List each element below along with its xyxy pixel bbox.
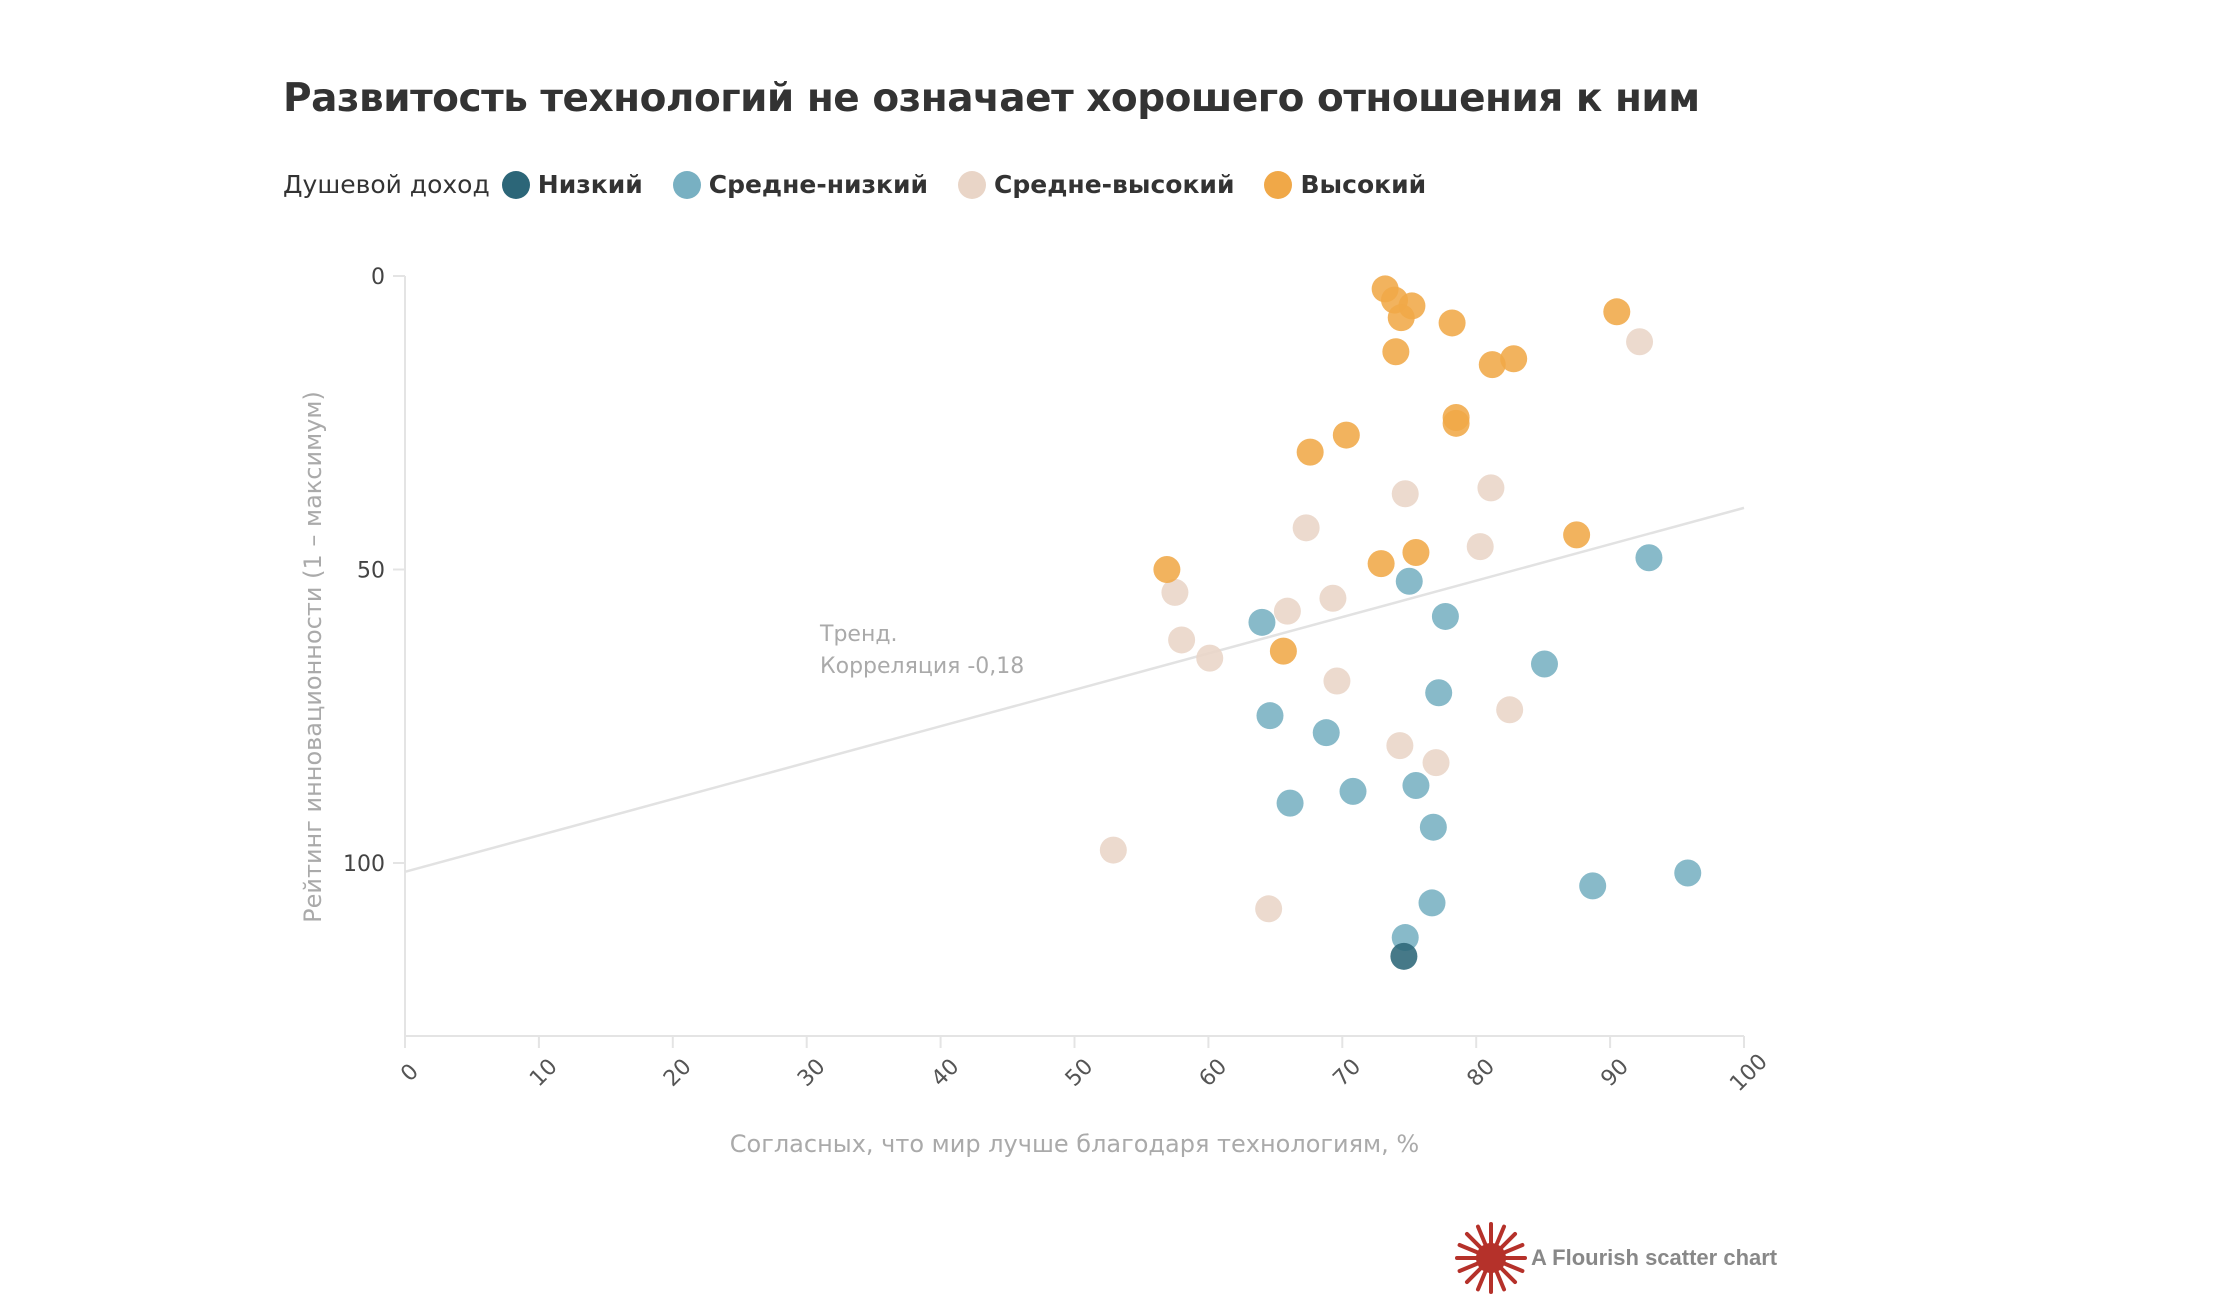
data-point-upper-middle <box>1466 533 1494 561</box>
data-point-high <box>1603 298 1631 326</box>
data-point-low <box>1390 942 1418 970</box>
data-point-upper-middle <box>1292 514 1320 542</box>
legend-title: Душевой доход <box>283 170 490 199</box>
data-point-upper-middle <box>1391 480 1419 508</box>
data-point-high <box>1382 338 1410 366</box>
chart-title: Развитость технологий не означает хороше… <box>283 76 1700 121</box>
trend-annotation-line2: Корреляция -0,18 <box>820 654 1024 679</box>
legend-swatch-lower-middle <box>672 170 701 199</box>
data-point-lower-middle <box>1579 872 1607 900</box>
data-point-high <box>1438 309 1466 337</box>
data-point-upper-middle <box>1168 626 1196 654</box>
data-point-high <box>1442 409 1470 437</box>
data-point-high <box>1153 556 1181 583</box>
data-point-lower-middle <box>1419 813 1447 841</box>
data-point-upper-middle <box>1323 667 1351 695</box>
legend-item-high[interactable]: Высокий <box>1264 170 1426 199</box>
data-point-high <box>1500 345 1528 373</box>
data-point-high <box>1296 438 1324 466</box>
x-tick-label: 70 <box>1329 1054 1366 1091</box>
data-point-high <box>1563 521 1591 549</box>
data-point-lower-middle <box>1418 889 1446 917</box>
legend-label-lower-middle: Средне-низкий <box>708 170 929 199</box>
data-point-lower-middle <box>1674 859 1702 887</box>
data-point-upper-middle <box>1196 644 1224 672</box>
logo-core <box>1476 1243 1506 1273</box>
data-point-high <box>1332 421 1360 449</box>
x-tick-label: 100 <box>1725 1049 1772 1096</box>
data-point-high <box>1269 637 1297 665</box>
data-point-lower-middle <box>1256 702 1284 730</box>
y-tick-label: 100 <box>343 852 385 877</box>
legend-swatch-high <box>1264 170 1293 199</box>
data-point-lower-middle <box>1276 789 1304 817</box>
data-point-lower-middle <box>1530 650 1558 678</box>
data-point-high <box>1402 538 1430 566</box>
x-tick-label: 10 <box>525 1054 562 1091</box>
y-tick-label: 50 <box>357 559 385 584</box>
x-tick-label: 50 <box>1061 1054 1098 1091</box>
data-point-lower-middle <box>1431 602 1459 630</box>
x-tick-label: 40 <box>927 1054 964 1091</box>
y-axis-label: Рейтинг инновационности (1 – максимум) <box>299 391 327 923</box>
data-point-lower-middle <box>1312 719 1340 747</box>
x-axis-label: Согласных, что мир лучше благодаря техно… <box>730 1130 1419 1158</box>
data-point-upper-middle <box>1477 474 1505 502</box>
data-point-upper-middle <box>1255 895 1283 923</box>
data-point-upper-middle <box>1496 696 1524 724</box>
data-point-high <box>1478 351 1506 379</box>
legend: Душевой доход Низкий Средне-низкий Средн… <box>283 170 1456 199</box>
legend-item-upper-middle[interactable]: Средне-высокий <box>958 170 1234 199</box>
x-tick-label: 30 <box>793 1054 830 1091</box>
legend-item-low[interactable]: Низкий <box>501 170 643 199</box>
x-tick-label: 90 <box>1596 1054 1633 1091</box>
x-tick-label: 80 <box>1463 1054 1500 1091</box>
data-point-lower-middle <box>1635 544 1663 572</box>
data-point-lower-middle <box>1395 567 1423 595</box>
data-point-upper-middle <box>1161 578 1189 606</box>
data-point-upper-middle <box>1319 584 1347 612</box>
flourish-credit[interactable]: A Flourish scatter chart <box>1455 1222 1777 1294</box>
legend-label-upper-middle: Средне-высокий <box>994 170 1235 199</box>
data-point-upper-middle <box>1626 328 1654 356</box>
data-point-lower-middle <box>1248 608 1276 636</box>
x-tick-label: 0 <box>396 1059 424 1087</box>
data-point-upper-middle <box>1099 836 1127 864</box>
x-tick-label: 60 <box>1195 1054 1232 1091</box>
data-point-high <box>1367 550 1395 578</box>
legend-label-low: Низкий <box>537 170 643 199</box>
data-point-upper-middle <box>1422 749 1450 777</box>
legend-swatch-low <box>501 170 530 199</box>
credit-text: A Flourish scatter chart <box>1531 1245 1778 1270</box>
data-point-lower-middle <box>1339 777 1367 805</box>
trend-line <box>404 506 1745 874</box>
legend-item-lower-middle[interactable]: Средне-низкий <box>672 170 929 199</box>
data-point-high <box>1387 304 1415 332</box>
x-tick-label: 20 <box>659 1054 696 1091</box>
data-point-lower-middle <box>1425 679 1453 707</box>
flourish-logo-icon <box>1455 1222 1527 1294</box>
y-tick-label: 0 <box>371 265 385 290</box>
data-points <box>1099 275 1702 970</box>
data-point-upper-middle <box>1386 732 1414 760</box>
data-point-lower-middle <box>1402 772 1430 800</box>
trend-annotation-line1: Тренд. <box>819 622 898 647</box>
legend-label-high: Высокий <box>1300 170 1427 199</box>
axes: 0 10 20 30 40 50 60 70 80 90 100 0 50 100 <box>343 265 1773 1097</box>
data-point-upper-middle <box>1273 597 1301 625</box>
legend-swatch-upper-middle <box>958 170 987 199</box>
